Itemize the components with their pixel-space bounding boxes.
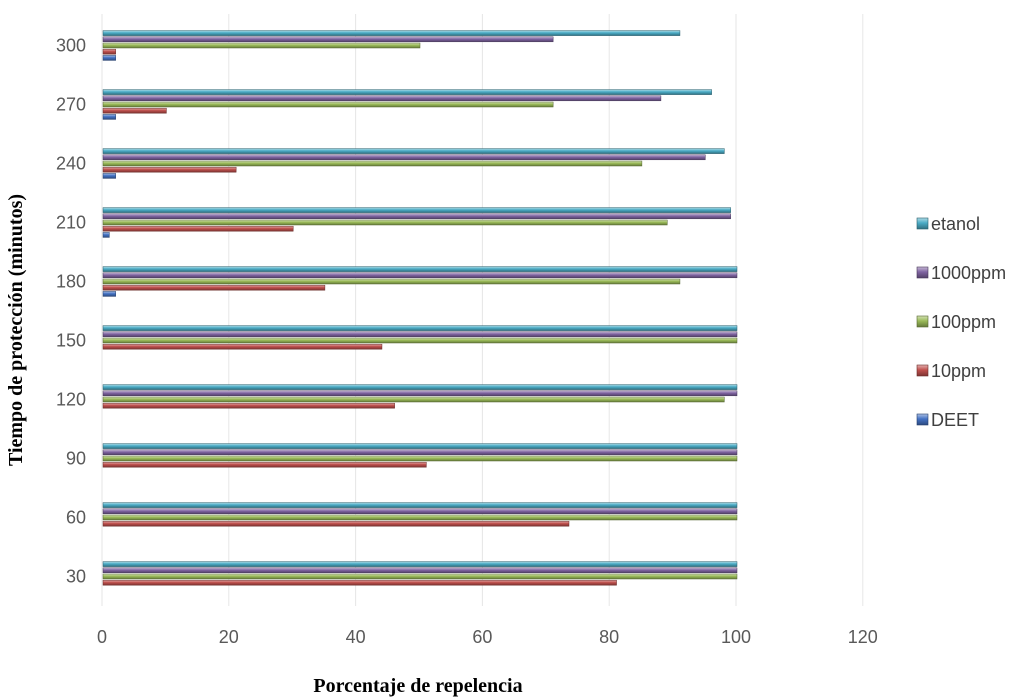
legend-label-DEET: DEET [931,410,979,430]
x-tick-label: 0 [97,627,107,647]
bar-1000ppm-300 [102,36,554,43]
bar-etanol-270 [102,89,712,95]
bar-1000ppm-60 [102,508,738,515]
bar-1000ppm-240 [102,154,706,161]
y-tick-label: 60 [66,508,86,528]
bar-etanol-240 [102,148,725,154]
y-tick-label: 300 [56,36,86,56]
bar-100ppm-30 [102,573,738,580]
bar-10ppm-30 [102,579,617,586]
y-tick-label: 240 [56,154,86,174]
bar-etanol-300 [102,30,681,36]
bar-10ppm-300 [102,48,116,55]
bar-10ppm-270 [102,107,167,114]
legend-swatch-DEET [916,413,929,426]
bar-1000ppm-210 [102,213,731,220]
bar-10ppm-60 [102,520,570,527]
x-axis-title: Porcentaje de repelencia [313,675,522,697]
legend-label-10ppm: 10ppm [931,361,986,381]
bar-DEET-270 [102,114,116,120]
bar-1000ppm-270 [102,95,662,102]
bar-etanol-120 [102,384,738,390]
bar-100ppm-210 [102,219,668,226]
y-axis-title: Tiempo de protección (minutos) [5,194,27,466]
x-tick-label: 20 [219,627,239,647]
bar-100ppm-270 [102,101,554,108]
bar-10ppm-90 [102,461,427,468]
bar-DEET-210 [102,232,110,238]
x-tick-label: 40 [346,627,366,647]
bar-100ppm-300 [102,42,421,49]
y-tick-label: 180 [56,272,86,292]
bar-100ppm-150 [102,337,738,344]
legend-swatch-1000ppm [916,266,929,279]
bar-DEET-240 [102,173,116,179]
x-tick-label: 120 [848,627,878,647]
bar-10ppm-240 [102,166,237,173]
bar-10ppm-210 [102,225,294,232]
bar-1000ppm-150 [102,331,738,338]
legend-label-100ppm: 100ppm [931,312,996,332]
bar-1000ppm-120 [102,390,738,397]
bar-DEET-180 [102,291,116,297]
bar-100ppm-240 [102,160,643,167]
x-tick-labels: 0 20 40 60 80 100 120 [97,627,878,647]
bar-100ppm-180 [102,278,681,285]
x-tick-label: 60 [472,627,492,647]
bar-10ppm-180 [102,284,326,291]
bar-100ppm-60 [102,514,738,521]
bars [102,30,738,586]
bar-DEET-300 [102,55,116,61]
bar-etanol-90 [102,443,738,449]
bar-etanol-180 [102,266,738,272]
bar-1000ppm-90 [102,449,738,456]
legend-label-1000ppm: 1000ppm [931,263,1006,283]
x-tick-label: 80 [599,627,619,647]
bar-etanol-60 [102,502,738,508]
legend-label-etanol: etanol [931,214,980,234]
legend-swatch-10ppm [916,364,929,377]
legend-swatch-100ppm [916,315,929,328]
y-tick-label: 30 [66,567,86,587]
y-tick-label: 90 [66,449,86,469]
bar-etanol-150 [102,325,738,331]
legend: etanol 1000ppm 100ppm 10ppm DEET [916,214,1006,430]
y-tick-label: 150 [56,331,86,351]
bar-100ppm-120 [102,396,725,403]
bar-10ppm-150 [102,343,383,350]
bar-100ppm-90 [102,455,738,462]
y-tick-label: 270 [56,95,86,115]
bar-1000ppm-180 [102,272,738,279]
gridlines [101,14,864,606]
bar-etanol-30 [102,561,738,567]
y-tick-label: 210 [56,213,86,233]
y-tick-label: 120 [56,390,86,410]
bar-etanol-210 [102,207,731,213]
bar-10ppm-120 [102,402,395,409]
legend-swatch-etanol [916,217,929,230]
x-tick-label: 100 [721,627,751,647]
y-tick-labels: 30 60 90 120 150 180 210 240 270 300 [56,36,86,587]
bar-1000ppm-30 [102,567,738,574]
